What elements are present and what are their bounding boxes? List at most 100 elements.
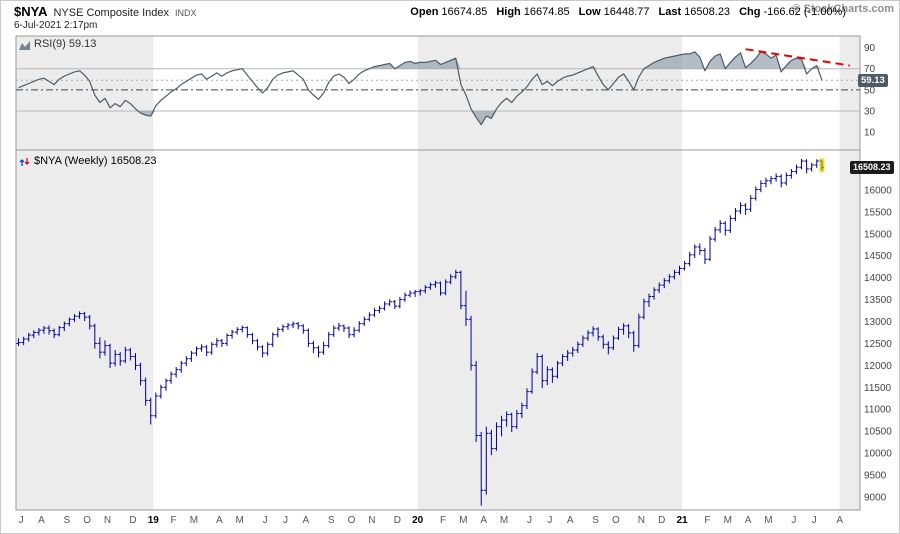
svg-text:A: A — [745, 515, 752, 526]
svg-text:J: J — [791, 515, 796, 526]
svg-text:16000: 16000 — [864, 185, 892, 196]
index-name: NYSE Composite Index — [53, 7, 170, 19]
quote-chg-value: -166.62 (-1.00%) — [763, 6, 846, 18]
quote-chg: Chg -166.62 (-1.00%) — [739, 6, 846, 18]
rsi-trendline — [745, 48, 850, 67]
svg-text:9000: 9000 — [864, 492, 887, 503]
svg-text:J: J — [283, 515, 288, 526]
svg-text:10500: 10500 — [864, 427, 892, 438]
svg-text:M: M — [724, 515, 732, 526]
rsi-legend: RSI(9) 59.13 — [19, 38, 96, 50]
svg-text:F: F — [704, 515, 710, 526]
svg-text:15000: 15000 — [864, 229, 892, 240]
svg-text:N: N — [368, 515, 375, 526]
svg-text:S: S — [592, 515, 599, 526]
chart-title: $NYA NYSE Composite Index INDX — [14, 4, 197, 19]
svg-text:O: O — [83, 515, 91, 526]
quote-low: Low 16448.77 — [579, 6, 650, 18]
ohlc-bars — [16, 158, 825, 506]
svg-text:A: A — [302, 515, 309, 526]
quote-high-value: 16674.85 — [523, 6, 570, 18]
quote-high-label: High — [496, 6, 521, 18]
svg-text:20: 20 — [412, 515, 424, 526]
svg-text:J: J — [19, 515, 24, 526]
price-legend: $NYA (Weekly) 16508.23 — [19, 155, 157, 167]
svg-text:O: O — [348, 515, 356, 526]
svg-text:D: D — [129, 515, 136, 526]
rsi-value-box: 59.13 — [858, 74, 888, 87]
svg-text:S: S — [64, 515, 71, 526]
svg-text:J: J — [527, 515, 532, 526]
svg-text:50: 50 — [864, 85, 876, 96]
svg-text:F: F — [171, 515, 177, 526]
svg-text:J: J — [812, 515, 817, 526]
quote-last-value: 16508.23 — [684, 6, 731, 18]
svg-text:11000: 11000 — [864, 405, 892, 416]
svg-text:10000: 10000 — [864, 449, 892, 460]
svg-text:M: M — [459, 515, 467, 526]
x-axis-labels: J A S O N D 19 F M A M J J A S O N D 20 F M A M J J A S O N D 21 F M A M J J… — [19, 515, 844, 526]
quote-last-label: Last — [658, 6, 682, 18]
rsi-axis-labels: 90 70 50 30 10 — [864, 43, 876, 138]
svg-text:F: F — [440, 515, 446, 526]
quote-high: High 16674.85 — [496, 6, 569, 18]
svg-text:14500: 14500 — [864, 251, 892, 262]
svg-text:A: A — [836, 515, 843, 526]
quote-open-label: Open — [410, 6, 439, 18]
price-axis-labels: 16000 15500 15000 14500 14000 13500 13000 12500… — [864, 185, 892, 503]
svg-text:30: 30 — [864, 106, 876, 117]
svg-text:N: N — [104, 515, 111, 526]
panel-borders — [15, 35, 861, 511]
svg-text:13000: 13000 — [864, 317, 892, 328]
svg-text:12000: 12000 — [864, 361, 892, 372]
svg-text:13500: 13500 — [864, 295, 892, 306]
svg-text:J: J — [547, 515, 552, 526]
svg-text:14000: 14000 — [864, 273, 892, 284]
svg-text:10: 10 — [864, 128, 876, 139]
quote-last: Last 16508.23 — [659, 6, 731, 18]
price-legend-label: $NYA (Weekly) 16508.23 — [34, 155, 157, 167]
svg-text:D: D — [394, 515, 401, 526]
year-bands — [16, 36, 860, 510]
svg-text:M: M — [764, 515, 772, 526]
rsi-indicator-icon — [19, 39, 30, 50]
svg-text:M: M — [190, 515, 198, 526]
exchange-code: INDX — [175, 8, 197, 18]
svg-text:11500: 11500 — [864, 383, 892, 394]
svg-text:12500: 12500 — [864, 339, 892, 350]
rsi-level-lines — [16, 68, 860, 112]
svg-text:A: A — [38, 515, 45, 526]
quote-low-label: Low — [578, 6, 601, 18]
rsi-legend-label: RSI(9) 59.13 — [34, 38, 97, 50]
svg-text:D: D — [658, 515, 665, 526]
quote-chg-label: Chg — [739, 6, 761, 18]
symbol: $NYA — [14, 4, 48, 19]
svg-text:A: A — [216, 515, 223, 526]
quote-open: Open 16674.85 — [410, 6, 487, 18]
quote-bar: Open 16674.85 High 16674.85 Low 16448.77 La… — [410, 6, 846, 18]
svg-text:70: 70 — [864, 64, 876, 75]
svg-text:M: M — [500, 515, 508, 526]
svg-text:21: 21 — [676, 515, 688, 526]
svg-text:A: A — [480, 515, 487, 526]
svg-text:9500: 9500 — [864, 470, 887, 481]
price-value-box: 16508.23 — [850, 161, 894, 174]
svg-text:S: S — [328, 515, 335, 526]
svg-text:19: 19 — [148, 515, 160, 526]
timestamp: 6-Jul-2021 2:17pm — [14, 20, 98, 31]
quote-open-value: 16674.85 — [441, 6, 488, 18]
rsi-shading — [18, 51, 822, 125]
quote-low-value: 16448.77 — [603, 6, 650, 18]
svg-text:90: 90 — [864, 43, 876, 54]
svg-text:O: O — [612, 515, 620, 526]
svg-text:J: J — [263, 515, 268, 526]
svg-text:N: N — [638, 515, 645, 526]
svg-text:M: M — [236, 515, 244, 526]
stockcharts-watermark: © StockCharts.com — [792, 3, 894, 15]
svg-text:A: A — [567, 515, 574, 526]
svg-text:15500: 15500 — [864, 207, 892, 218]
rsi-line — [18, 51, 823, 126]
price-series-icon — [19, 156, 30, 167]
